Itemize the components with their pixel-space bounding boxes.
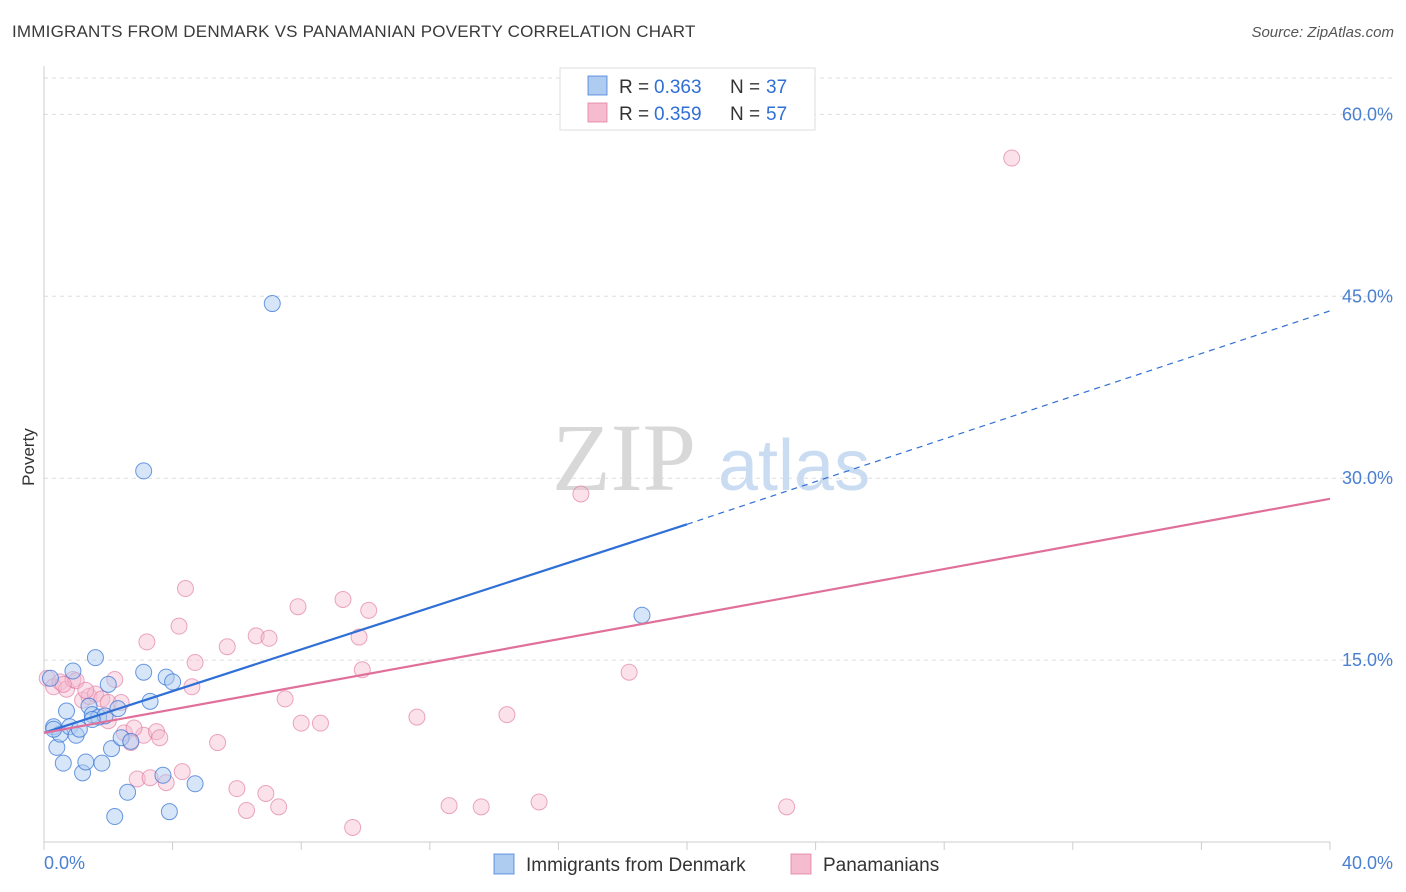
legend-r-label-denmark: R = — [619, 77, 649, 98]
legend-r-label-panamanians: R = — [619, 104, 649, 125]
grid-lines — [44, 77, 1395, 661]
x-tick-labels: 0.0% 40.0% — [44, 853, 1393, 873]
bottom-legend-swatch-denmark — [493, 853, 515, 875]
panamanians-point-48 — [530, 793, 548, 811]
denmark-point-34 — [633, 606, 651, 624]
y-tick-label-30: 30.0% — [1342, 468, 1393, 488]
legend-n-value-panamanians: 57 — [766, 104, 787, 125]
panamanians-point-33 — [260, 629, 278, 647]
y-axis-label: Poverty — [19, 428, 38, 486]
denmark-point-4 — [54, 754, 72, 772]
panamanians-point-49 — [572, 485, 590, 503]
denmark-point-30 — [160, 803, 178, 821]
panamanians-point-31 — [247, 627, 265, 645]
denmark-point-26 — [135, 663, 153, 681]
panamanians-point-23 — [176, 580, 194, 598]
y-tick-label-60: 60.0% — [1342, 104, 1393, 124]
panamanians-points — [38, 149, 1021, 836]
source-credit: Source: ZipAtlas.com — [1251, 24, 1394, 41]
panamanians-point-50 — [620, 663, 638, 681]
denmark-point-0 — [41, 669, 59, 687]
panamanians-point-32 — [257, 784, 275, 802]
panamanians-point-29 — [228, 780, 246, 798]
panamanians-point-45 — [440, 797, 458, 815]
bottom-legend-label-panamanians: Panamanians — [823, 855, 939, 876]
bottom-legend-swatch-panamanians — [790, 853, 812, 875]
legend-r-value-panamanians: 0.359 — [654, 104, 702, 125]
panamanians-point-27 — [209, 734, 227, 752]
y-tick-label-45: 45.0% — [1342, 286, 1393, 306]
trend-lines — [43, 310, 1331, 734]
denmark-point-20 — [106, 808, 124, 826]
legend-n-label-panamanians: N = — [730, 104, 760, 125]
denmark-point-28 — [154, 766, 172, 784]
panamanians-point-17 — [138, 633, 156, 651]
x-tick-label-max: 40.0% — [1342, 853, 1393, 873]
denmark-point-18 — [99, 675, 117, 693]
bottom-legend-label-denmark: Immigrants from Denmark — [526, 855, 746, 876]
panamanians-point-22 — [170, 617, 188, 635]
series-legend: Immigrants from Denmark Panamanians — [493, 853, 939, 876]
denmark-point-19 — [103, 740, 121, 758]
panamanians-point-26 — [186, 654, 204, 672]
panamanians-trend-line — [43, 497, 1331, 734]
denmark-point-25 — [135, 462, 153, 480]
panamanians-point-3 — [58, 680, 76, 698]
panamanians-point-40 — [344, 818, 362, 836]
denmark-point-33 — [263, 295, 281, 313]
correlation-legend: R = 0.363 N = 37 R = 0.359 N = 57 — [559, 67, 816, 131]
legend-n-value-denmark: 37 — [766, 77, 787, 98]
denmark-point-7 — [64, 662, 82, 680]
panamanians-point-37 — [292, 714, 310, 732]
y-tick-label-15: 15.0% — [1342, 650, 1393, 670]
panamanians-point-38 — [311, 714, 329, 732]
denmark-trend-line — [43, 523, 688, 734]
panamanians-point-51 — [778, 798, 796, 816]
watermark-atlas: atlas — [718, 426, 870, 506]
denmark-point-16 — [93, 754, 111, 772]
x-tick-label-min: 0.0% — [44, 853, 85, 873]
panamanians-point-24 — [173, 763, 191, 781]
legend-swatch-panamanians — [587, 102, 608, 123]
panamanians-point-20 — [151, 729, 169, 747]
denmark-point-32 — [186, 775, 204, 793]
panamanians-point-54 — [77, 681, 95, 699]
watermark-zip: ZIP — [552, 404, 696, 511]
legend-r-value-denmark: 0.363 — [654, 77, 702, 98]
denmark-point-14 — [86, 649, 104, 667]
denmark-trend-extension — [686, 310, 1331, 525]
panamanians-point-44 — [408, 708, 426, 726]
panamanians-point-43 — [360, 601, 378, 619]
panamanians-point-52 — [1003, 149, 1021, 167]
panamanians-point-35 — [276, 690, 294, 708]
panamanians-point-36 — [289, 598, 307, 616]
chart-title: IMMIGRANTS FROM DENMARK VS PANAMANIAN PO… — [12, 22, 696, 41]
panamanians-point-28 — [218, 638, 236, 656]
panamanians-point-46 — [472, 798, 490, 816]
denmark-points — [41, 295, 651, 826]
denmark-point-5 — [58, 702, 76, 720]
denmark-point-31 — [164, 673, 182, 691]
panamanians-point-34 — [270, 798, 288, 816]
panamanians-point-47 — [498, 706, 516, 724]
panamanians-point-39 — [334, 590, 352, 608]
panamanians-point-30 — [238, 801, 256, 819]
denmark-point-23 — [119, 783, 137, 801]
y-tick-labels: 15.0% 30.0% 45.0% 60.0% — [1342, 104, 1393, 670]
denmark-point-11 — [77, 753, 95, 771]
denmark-point-24 — [122, 732, 140, 750]
legend-swatch-denmark — [587, 75, 608, 96]
legend-n-label-denmark: N = — [730, 77, 760, 98]
axes — [43, 66, 1331, 850]
panamanians-point-15 — [128, 770, 146, 788]
